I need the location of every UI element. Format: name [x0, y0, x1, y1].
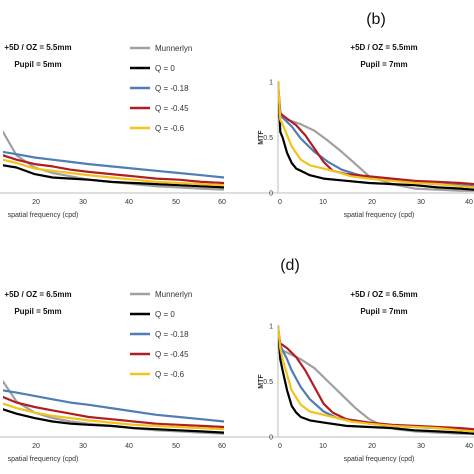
- chart-panel-d: 0 10 20 30 40 0 0.5 1 spatial frequency (cpd) MTF…: [0, 257, 474, 463]
- series-line-q-0-6: [3, 402, 224, 431]
- x-tick-label: 50: [172, 443, 180, 450]
- legend: Munnerlyn Q = 0 Q = -0.18 Q = -0.45 Q = -0.6: [130, 44, 192, 133]
- condition-text: +5D / OZ = 6.5mm: [4, 290, 71, 299]
- series-line-q-0: [3, 408, 224, 434]
- series-line-munnerlyn: [278, 347, 474, 435]
- series-line-q-0-6: [278, 324, 474, 433]
- series-line-q-0-18: [278, 80, 474, 188]
- panel-label: (b): [366, 11, 386, 28]
- y-tick-label: 0: [269, 435, 273, 442]
- x-axis-label: spatial frequency (cpd): [344, 456, 415, 463]
- panel-label: (d): [280, 257, 300, 274]
- condition-text: Pupil = 7mm: [360, 307, 407, 316]
- x-tick-label: 20: [32, 199, 40, 206]
- x-axis-label: spatial frequency (cpd): [8, 212, 79, 219]
- condition-text: +5D / OZ = 6.5mm: [350, 290, 417, 299]
- x-tick-label: 30: [417, 443, 425, 450]
- y-axis-label: MTF: [258, 374, 265, 389]
- condition-text: +5D / OZ = 5.5mm: [4, 43, 71, 52]
- legend-entry: Q = -0.45: [155, 350, 189, 359]
- x-tick-label: 0: [278, 443, 282, 450]
- x-tick-label: 10: [319, 199, 327, 206]
- series-line-q-0-45: [278, 86, 474, 186]
- condition-text: Pupil = 7mm: [360, 60, 407, 69]
- condition-text: Pupil = 5mm: [14, 307, 61, 316]
- series-line-q-0: [278, 80, 474, 191]
- y-tick-label: 1: [269, 324, 273, 331]
- legend-entry: Q = 0: [155, 310, 175, 319]
- legend-entry: Munnerlyn: [155, 290, 192, 299]
- series-line-q-0-6: [278, 80, 474, 189]
- x-tick-label: 30: [79, 199, 87, 206]
- x-tick-label: 40: [125, 443, 133, 450]
- condition-text: Pupil = 5mm: [14, 60, 61, 69]
- x-tick-label: 60: [218, 199, 226, 206]
- legend-entry: Q = -0.45: [155, 104, 189, 113]
- x-tick-label: 40: [465, 443, 473, 450]
- series-line-q-0-45: [278, 330, 474, 431]
- series-line-q-0-45: [3, 395, 224, 429]
- x-tick-label: 20: [32, 443, 40, 450]
- y-tick-label: 0.5: [263, 135, 273, 142]
- x-tick-label: 40: [125, 199, 133, 206]
- series-line-munnerlyn: [278, 114, 474, 192]
- legend-entry: Q = -0.6: [155, 124, 185, 133]
- x-axis-label: spatial frequency (cpd): [344, 212, 415, 219]
- y-axis-label: MTF: [258, 130, 265, 145]
- x-axis-label: spatial frequency (cpd): [8, 456, 79, 463]
- legend-entry: Munnerlyn: [155, 44, 192, 53]
- x-tick-label: 0: [278, 199, 282, 206]
- legend-entry: Q = -0.18: [155, 330, 189, 339]
- legend-entry: Q = 0: [155, 64, 175, 73]
- series-line-q-0-18: [3, 389, 224, 423]
- x-tick-label: 60: [218, 443, 226, 450]
- legend: Munnerlyn Q = 0 Q = -0.18 Q = -0.45 Q = -0.6: [130, 290, 192, 379]
- series-line-q-0-18: [278, 324, 474, 432]
- series-line-q-0: [3, 164, 224, 189]
- y-tick-label: 0.5: [263, 379, 273, 386]
- series-line-q-0-6: [3, 158, 224, 187]
- legend-entry: Q = -0.6: [155, 370, 185, 379]
- x-tick-label: 50: [172, 199, 180, 206]
- series-line-q-0-18: [3, 150, 224, 179]
- y-tick-label: 0: [269, 191, 273, 198]
- chart-panel-a: 20 30 40 50 60 spatial frequency (cpd) +5D / O…: [0, 43, 226, 219]
- x-tick-label: 40: [465, 199, 473, 206]
- y-tick-label: 1: [269, 80, 273, 87]
- condition-text: +5D / OZ = 5.5mm: [350, 43, 417, 52]
- series-line-q-0: [278, 324, 474, 435]
- x-tick-label: 20: [368, 443, 376, 450]
- x-tick-label: 20: [368, 199, 376, 206]
- x-tick-label: 30: [79, 443, 87, 450]
- legend-entry: Q = -0.18: [155, 84, 189, 93]
- x-tick-label: 30: [417, 199, 425, 206]
- chart-panel-b: 0 10 20 30 40 0 0.5 1 spatial frequency (cpd) MTF…: [0, 11, 474, 219]
- x-tick-label: 10: [319, 443, 327, 450]
- series-line-q-0-45: [3, 154, 224, 185]
